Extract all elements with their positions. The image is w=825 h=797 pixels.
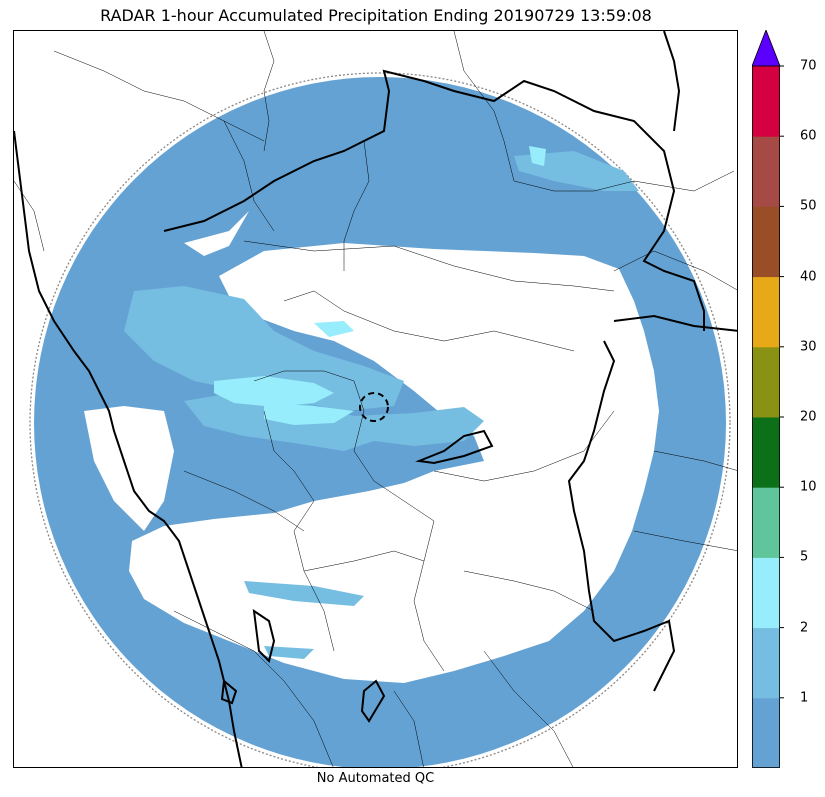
colorbar-segment [752,417,780,488]
colorbar-tick-label: 50 [800,198,817,214]
colorbar-segment [752,697,780,768]
colorbar-segment [752,557,780,629]
map-title: RADAR 1-hour Accumulated Precipitation E… [100,6,652,25]
radar-map [13,30,738,768]
colorbar-segment [752,346,780,418]
district-boundaries [14,31,737,767]
colorbar-tick-label: 70 [800,58,817,74]
colorbar-tick-label: 20 [800,409,817,425]
colorbar-segment [752,276,780,348]
no-precip-area-north [184,211,249,256]
colorbar-tick-label: 2 [800,620,809,636]
colorbar-tick-label: 60 [800,128,817,144]
no-precip-area-west [84,406,174,531]
colorbar-svg [752,30,784,768]
radar-map-canvas [14,31,737,767]
colorbar-segment [752,66,780,137]
no-precip-area [129,243,659,683]
colorbar-segment [752,136,780,207]
no-precip-area-north-band [239,281,574,331]
colorbar-tick-label: 30 [800,339,817,355]
colorbar-extend-triangle [752,30,781,67]
colorbar-segment [752,627,780,699]
colorbar [752,30,792,768]
colorbar-tick-label: 1 [800,690,809,706]
radar-site-ring [359,392,389,422]
moderate-precip-patches [214,146,546,425]
radar-range-ring [29,72,731,767]
colorbar-segment [752,206,780,278]
state-boundaries [14,31,737,767]
light-precip-patches [124,151,639,659]
colorbar-tick-label: 5 [800,549,809,565]
colorbar-outline [752,65,780,768]
colorbar-tick-label: 40 [800,269,817,285]
colorbar-tick-label: 10 [800,479,817,495]
colorbar-segment [752,487,780,558]
qc-note: No Automated QC [316,771,435,786]
